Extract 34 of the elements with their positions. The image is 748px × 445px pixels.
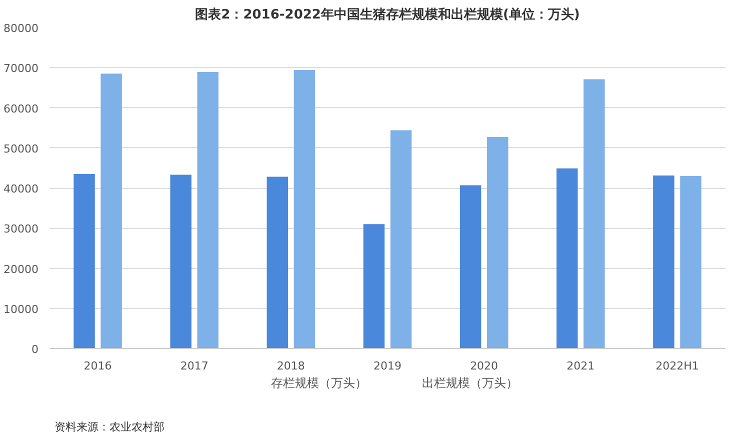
bar [680,176,702,348]
bar [197,72,218,348]
y-tick-label: 20000 [4,262,39,276]
bar [294,70,316,348]
y-tick-label: 10000 [4,302,39,316]
x-tick-label: 2020 [470,360,498,372]
y-tick-label: 40000 [4,182,39,196]
y-tick-label: 80000 [4,22,39,35]
chart-title: 图表2：2016-2022年中国生猪存栏规模和出栏规模(单位：万头) [195,6,580,22]
y-tick-label: 30000 [4,222,39,236]
bar [460,185,482,348]
x-tick-label: 2022H1 [656,360,699,372]
bar [170,174,192,348]
bar [556,168,578,348]
bar [653,176,674,348]
x-tick-label: 2021 [566,360,595,372]
bar [486,137,508,348]
bar [74,174,95,348]
bar [100,74,122,348]
text: 资料来源：农业农村部 [54,420,164,434]
y-tick-label: 70000 [4,62,39,76]
y-tick-label: 60000 [4,102,39,116]
x-tick-label: 2016 [84,360,112,372]
bar [584,79,605,348]
bar [363,224,385,348]
x-tick-label: 2019 [374,360,402,372]
x-tick-label: 2018 [276,360,305,372]
x-tick-label: 2017 [180,360,208,372]
text: 出栏规模（万头） [422,375,518,392]
y-tick-label: 0 [32,343,38,356]
bar [266,176,288,348]
bar [390,130,412,348]
text: 存栏规模（万头） [271,375,367,392]
y-tick-label: 50000 [4,142,39,156]
